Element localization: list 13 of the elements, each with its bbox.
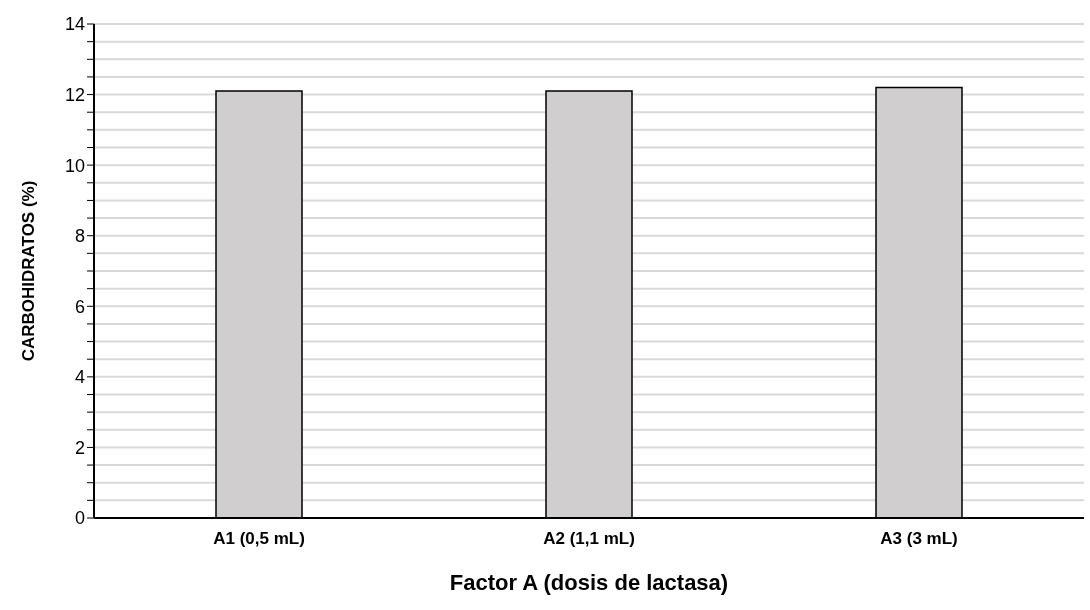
y-tick-label: 0 [74,508,85,529]
y-tick-label: 2 [74,437,85,458]
x-tick-label: A2 (1,1 mL) [543,529,635,549]
y-tick-label: 8 [74,226,85,247]
y-tick-label: 14 [64,14,85,35]
x-axis-title: Factor A (dosis de lactasa) [449,570,729,595]
y-tick-label: 12 [64,84,85,105]
y-tick-label: 6 [74,296,85,317]
x-tick-label: A3 (3 mL) [880,529,958,549]
y-tick-label: 4 [74,367,85,388]
x-tick-label: A1 (0,5 mL) [213,529,305,549]
y-axis-title: CARBOHIDRATOS (%) [19,180,39,362]
y-tick-label: 10 [64,155,85,176]
